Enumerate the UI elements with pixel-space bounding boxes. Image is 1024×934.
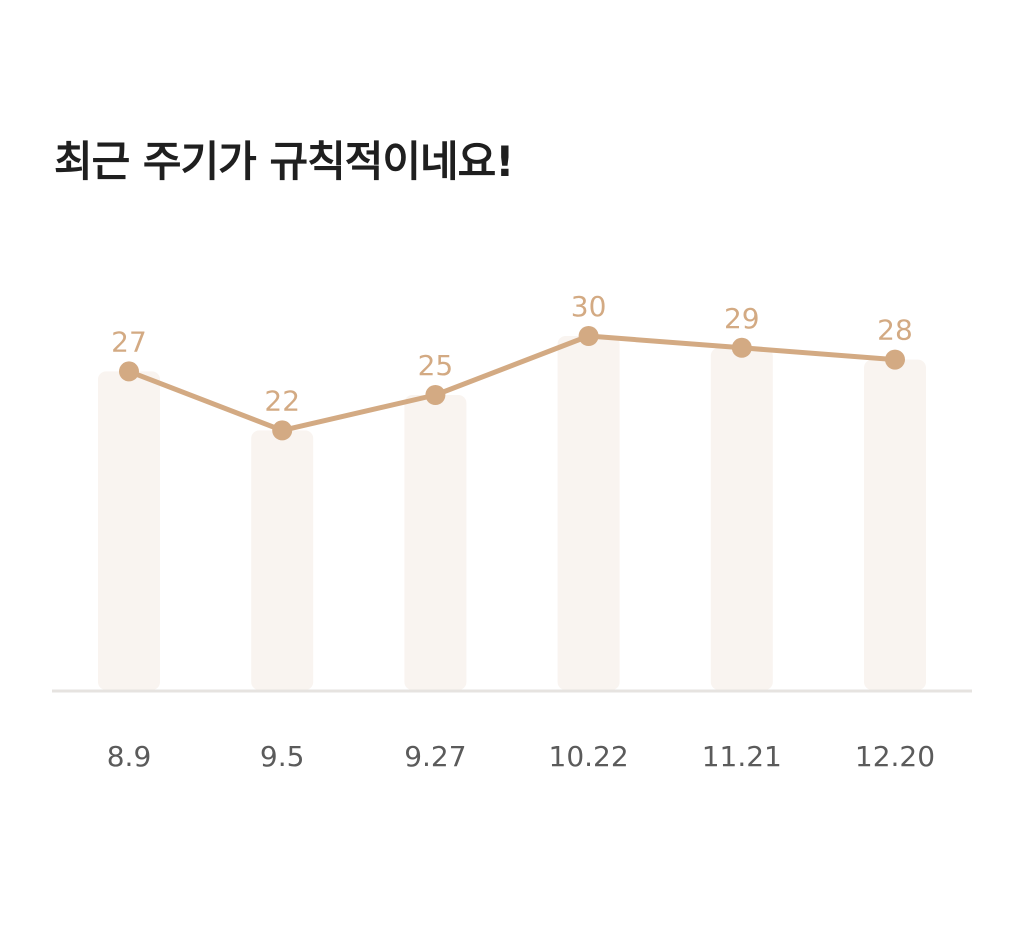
data-label: 22 — [264, 384, 300, 417]
points-group — [119, 326, 905, 441]
data-point — [272, 420, 293, 441]
x-tick-label: 12.20 — [855, 740, 935, 773]
data-point — [425, 385, 446, 405]
bar — [557, 336, 620, 690]
trend-line — [126, 333, 898, 433]
bar — [864, 359, 926, 690]
x-tick-label: 8.9 — [107, 740, 152, 773]
data-label: 29 — [724, 302, 760, 335]
bar — [404, 395, 467, 690]
data-label: 30 — [571, 290, 607, 323]
value-labels-group: 27 22 25 30 29 28 — [111, 290, 913, 417]
bar — [98, 371, 160, 690]
data-label: 25 — [418, 349, 454, 382]
bar — [251, 430, 314, 690]
page-title: 최근 주기가 규칙적이네요! — [54, 137, 514, 186]
x-tick-label: 11.21 — [702, 740, 782, 773]
x-tick-label: 9.5 — [260, 740, 305, 773]
bar — [710, 347, 773, 690]
data-label: 28 — [877, 314, 913, 347]
tick-labels-group: 8.9 9.5 9.27 10.22 11.21 12.20 — [107, 740, 935, 773]
data-point — [885, 349, 905, 370]
x-tick-label: 9.27 — [404, 740, 466, 773]
data-label: 27 — [111, 325, 147, 358]
bars-group — [98, 336, 926, 690]
data-point — [578, 326, 599, 346]
data-point — [119, 361, 139, 382]
data-point — [731, 337, 752, 358]
x-tick-label: 10.22 — [549, 740, 629, 773]
